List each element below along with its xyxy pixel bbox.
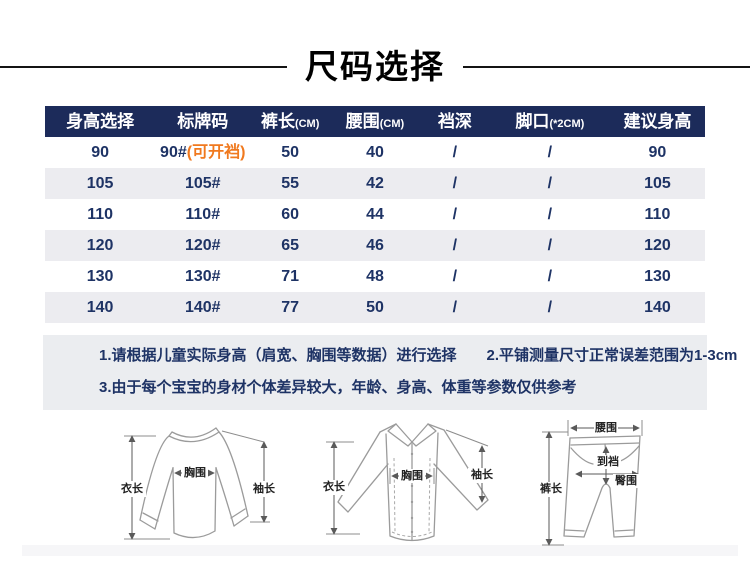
header-suggested-height: 建议身高 bbox=[623, 112, 692, 131]
cell-tag-size: 105# bbox=[184, 174, 221, 192]
note-2: 2.平铺测量尺寸正常误差范围为1-3cm bbox=[486, 347, 738, 364]
cell-crotch-depth: / bbox=[452, 143, 458, 161]
cell-tag-size: 140# bbox=[184, 298, 221, 316]
pullover-length-label: 衣长 bbox=[121, 481, 144, 495]
cell-height: 120 bbox=[86, 236, 114, 254]
open-crotch-note: (可开裆) bbox=[186, 143, 246, 161]
header-crotch-depth: 裆深 bbox=[437, 112, 472, 131]
cell-crotch-depth: / bbox=[452, 174, 458, 192]
cell-tag-size: 120# bbox=[184, 236, 221, 254]
cell-waist: 44 bbox=[366, 205, 384, 223]
note-line-1: 1.请根据儿童实际身高（肩宽、胸围等数据）进行选择 2.平铺测量尺寸正常误差范围为… bbox=[99, 347, 737, 366]
cell-tag-size: 110# bbox=[185, 205, 221, 223]
cell-pants-length: 71 bbox=[281, 267, 300, 285]
cell-height: 105 bbox=[86, 174, 114, 192]
cell-waist: 40 bbox=[366, 143, 384, 161]
cell-suggested-height: 110 bbox=[644, 205, 671, 223]
cell-leg-opening: / bbox=[547, 298, 553, 316]
page-title: 尺码选择 bbox=[305, 48, 445, 85]
cell-suggested-height: 90 bbox=[648, 143, 667, 161]
cell-waist: 42 bbox=[366, 174, 384, 192]
notes-box: 1.请根据儿童实际身高（肩宽、胸围等数据）进行选择 2.平铺测量尺寸正常误差范围为… bbox=[43, 335, 737, 410]
pants-diagram: 腰围 到裆 臀围 裤长 bbox=[539, 419, 643, 546]
header-height: 身高选择 bbox=[66, 112, 135, 131]
cell-tag-size: 130# bbox=[184, 267, 221, 285]
cell-suggested-height: 140 bbox=[644, 298, 671, 316]
cell-leg-opening: / bbox=[547, 143, 553, 161]
table-row: 105 105# 55 42 / / 105 bbox=[45, 168, 705, 199]
cell-waist: 46 bbox=[366, 236, 384, 254]
table-row: 90 90#(可开裆) 50 40 / / 90 bbox=[45, 137, 705, 168]
cell-tag-size: 90#(可开裆) bbox=[160, 143, 246, 161]
cell-crotch-depth: / bbox=[452, 205, 458, 223]
cell-leg-opening: / bbox=[547, 174, 553, 192]
cell-leg-opening: / bbox=[547, 205, 553, 223]
cell-waist: 50 bbox=[366, 298, 384, 316]
pants-length-label: 裤长 bbox=[539, 481, 563, 495]
cell-pants-length: 77 bbox=[281, 298, 300, 316]
measurement-diagrams: 衣长 胸围 袖长 bbox=[112, 418, 750, 554]
note-1: 1.请根据儿童实际身高（肩宽、胸围等数据）进行选择 bbox=[99, 347, 457, 364]
cell-pants-length: 60 bbox=[281, 205, 300, 223]
shirt-length-label: 衣长 bbox=[323, 479, 346, 493]
title-section: 尺码选择 bbox=[0, 0, 750, 83]
cell-leg-opening: / bbox=[547, 267, 553, 285]
table-row: 120 120# 65 46 / / 120 bbox=[45, 230, 705, 261]
pullover-diagram: 衣长 胸围 袖长 bbox=[118, 426, 278, 540]
cell-pants-length: 50 bbox=[281, 143, 300, 161]
cell-height: 130 bbox=[86, 267, 114, 285]
pants-waist-label: 腰围 bbox=[594, 421, 617, 434]
table-row: 130 130# 71 48 / / 130 bbox=[45, 261, 705, 292]
cell-crotch-depth: / bbox=[452, 236, 458, 254]
table-row: 110 110# 60 44 / / 110 bbox=[45, 199, 705, 230]
cell-crotch-depth: / bbox=[452, 298, 458, 316]
cell-height: 90 bbox=[91, 143, 109, 161]
header-tag-size: 标牌码 bbox=[177, 112, 229, 131]
note-line-2: 3.由于每个宝宝的身材个体差异较大，年龄、身高、体重等参数仅供参考 bbox=[99, 379, 689, 398]
cell-suggested-height: 105 bbox=[644, 174, 671, 192]
pants-rise-label: 到裆 bbox=[597, 454, 619, 468]
note-3: 3.由于每个宝宝的身材个体差异较大，年龄、身高、体重等参数仅供参考 bbox=[99, 378, 577, 396]
header-waist: 腰围(CM) bbox=[345, 112, 405, 131]
background-band bbox=[22, 545, 738, 556]
cell-crotch-depth: / bbox=[452, 267, 458, 285]
title-rule-left bbox=[0, 65, 287, 68]
header-pants-length: 裤长(CM) bbox=[260, 112, 320, 131]
shirt-sleeve-label: 袖长 bbox=[471, 467, 494, 481]
cell-leg-opening: / bbox=[547, 236, 553, 254]
table-row: 140 140# 77 50 / / 140 bbox=[45, 292, 705, 323]
shirt-diagram: 衣长 胸围 袖长 bbox=[320, 422, 496, 541]
cell-height: 110 bbox=[87, 205, 114, 223]
cell-suggested-height: 130 bbox=[644, 267, 671, 285]
pullover-chest-label: 胸围 bbox=[184, 465, 206, 479]
size-table: 身高选择 标牌码 裤长(CM) 腰围(CM) 裆深 脚口(*2CM) 建议身高 … bbox=[45, 106, 705, 323]
cell-suggested-height: 120 bbox=[644, 236, 671, 254]
size-table-header: 身高选择 标牌码 裤长(CM) 腰围(CM) 裆深 脚口(*2CM) 建议身高 bbox=[45, 106, 705, 137]
cell-waist: 48 bbox=[366, 267, 384, 285]
shirt-chest-label: 胸围 bbox=[401, 468, 423, 482]
cell-pants-length: 65 bbox=[281, 236, 300, 254]
title-rule-right bbox=[463, 65, 750, 68]
header-leg-opening: 脚口(*2CM) bbox=[515, 112, 585, 131]
cell-height: 140 bbox=[86, 298, 114, 316]
pants-hip-label: 臀围 bbox=[615, 473, 637, 487]
cell-pants-length: 55 bbox=[281, 174, 300, 192]
pullover-sleeve-label: 袖长 bbox=[253, 481, 276, 495]
